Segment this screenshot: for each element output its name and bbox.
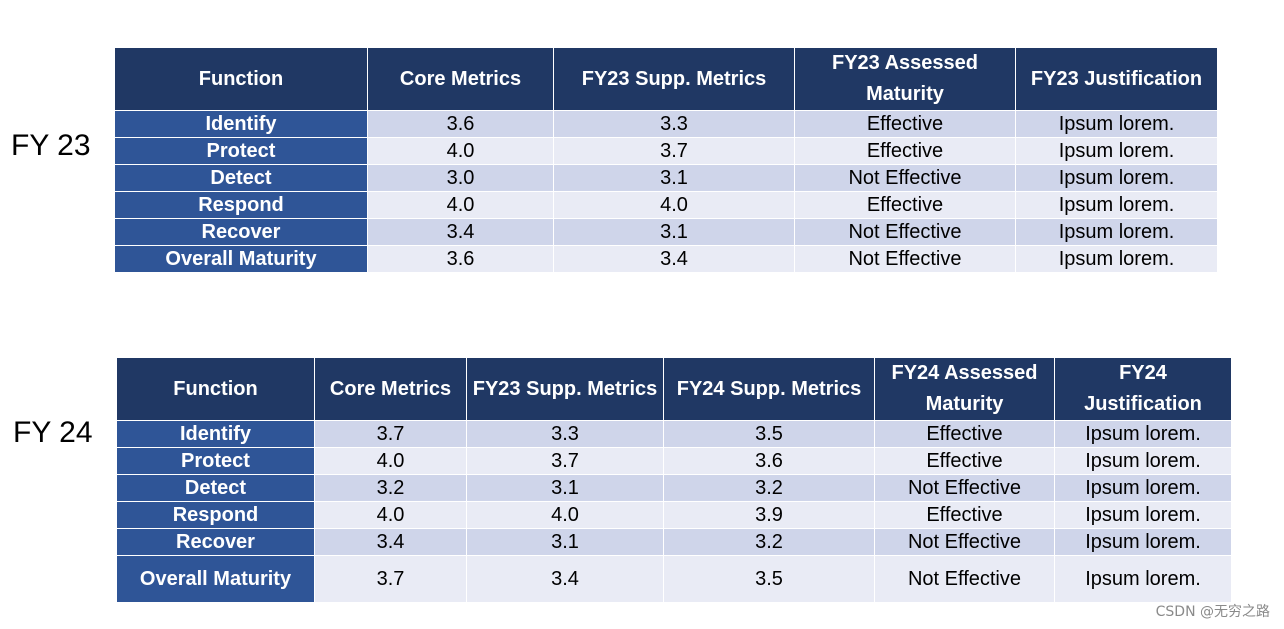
- table-row: Identify 3.7 3.3 3.5 Effective Ipsum lor…: [116, 420, 1232, 448]
- core-metrics-cell: 3.4: [314, 528, 467, 556]
- table-row: Identify 3.6 3.3 Effective Ipsum lorem.: [114, 110, 1218, 138]
- fy23-supp-metrics-cell: 4.0: [466, 501, 664, 529]
- justification-cell: Ipsum lorem.: [1054, 420, 1232, 448]
- function-cell: Identify: [114, 110, 368, 138]
- function-cell: Recover: [116, 528, 315, 556]
- fy24-header-assessed-maturity: FY24 Assessed Maturity: [874, 357, 1055, 421]
- fy23-supp-metrics-cell: 3.1: [466, 528, 664, 556]
- assessed-maturity-cell: Not Effective: [794, 164, 1016, 192]
- fy23-table: Function Core Metrics FY23 Supp. Metrics…: [114, 47, 1218, 273]
- justification-cell: Ipsum lorem.: [1054, 474, 1232, 502]
- fy23-supp-metrics-cell: 4.0: [553, 191, 795, 219]
- table-row: Detect 3.2 3.1 3.2 Not Effective Ipsum l…: [116, 474, 1232, 502]
- fy23-header-justification: FY23 Justification: [1015, 47, 1218, 111]
- fy23-supp-metrics-cell: 3.4: [553, 245, 795, 273]
- core-metrics-cell: 4.0: [367, 191, 554, 219]
- function-cell: Protect: [114, 137, 368, 165]
- core-metrics-cell: 4.0: [314, 447, 467, 475]
- table-row: Overall Maturity 3.7 3.4 3.5 Not Effecti…: [116, 555, 1232, 603]
- fy24-supp-metrics-cell: 3.2: [663, 528, 875, 556]
- assessed-maturity-cell: Effective: [874, 420, 1055, 448]
- core-metrics-cell: 3.7: [314, 420, 467, 448]
- fy24-supp-metrics-cell: 3.2: [663, 474, 875, 502]
- justification-cell: Ipsum lorem.: [1054, 447, 1232, 475]
- table-row: Recover 3.4 3.1 Not Effective Ipsum lore…: [114, 218, 1218, 246]
- fy23-header-core-metrics: Core Metrics: [367, 47, 554, 111]
- assessed-maturity-cell: Not Effective: [794, 245, 1016, 273]
- fy24-header-core-metrics: Core Metrics: [314, 357, 467, 421]
- assessed-maturity-cell: Effective: [874, 501, 1055, 529]
- function-cell: Respond: [114, 191, 368, 219]
- justification-cell: Ipsum lorem.: [1054, 501, 1232, 529]
- fy23-supp-metrics-cell: 3.1: [466, 474, 664, 502]
- function-cell: Protect: [116, 447, 315, 475]
- fy24-header-function: Function: [116, 357, 315, 421]
- core-metrics-cell: 3.0: [367, 164, 554, 192]
- table-row: Respond 4.0 4.0 Effective Ipsum lorem.: [114, 191, 1218, 219]
- justification-cell: Ipsum lorem.: [1015, 218, 1218, 246]
- fy23-header-assessed-maturity: FY23 Assessed Maturity: [794, 47, 1016, 111]
- justification-cell: Ipsum lorem.: [1054, 555, 1232, 603]
- core-metrics-cell: 3.6: [367, 245, 554, 273]
- fy23-supp-metrics-cell: 3.1: [553, 218, 795, 246]
- fy23-header-fy23-supp-metrics: FY23 Supp. Metrics: [553, 47, 795, 111]
- table-row: Detect 3.0 3.1 Not Effective Ipsum lorem…: [114, 164, 1218, 192]
- justification-cell: Ipsum lorem.: [1015, 110, 1218, 138]
- function-cell: Detect: [116, 474, 315, 502]
- fy23-supp-metrics-cell: 3.4: [466, 555, 664, 603]
- table-row: Protect 4.0 3.7 Effective Ipsum lorem.: [114, 137, 1218, 165]
- assessed-maturity-cell: Effective: [794, 137, 1016, 165]
- assessed-maturity-cell: Not Effective: [874, 555, 1055, 603]
- table-row: Overall Maturity 3.6 3.4 Not Effective I…: [114, 245, 1218, 273]
- assessed-maturity-cell: Effective: [794, 110, 1016, 138]
- fy23-supp-metrics-cell: 3.7: [466, 447, 664, 475]
- fy24-supp-metrics-cell: 3.5: [663, 555, 875, 603]
- function-cell: Overall Maturity: [116, 555, 315, 603]
- function-cell: Detect: [114, 164, 368, 192]
- fy23-supp-metrics-cell: 3.1: [553, 164, 795, 192]
- fy24-header-fy23-supp-metrics: FY23 Supp. Metrics: [466, 357, 664, 421]
- fy23-header-row: Function Core Metrics FY23 Supp. Metrics…: [114, 47, 1218, 111]
- fy23-label: FY 23: [11, 129, 91, 162]
- core-metrics-cell: 4.0: [314, 501, 467, 529]
- assessed-maturity-cell: Effective: [794, 191, 1016, 219]
- function-cell: Recover: [114, 218, 368, 246]
- function-cell: Identify: [116, 420, 315, 448]
- fy24-supp-metrics-cell: 3.6: [663, 447, 875, 475]
- assessed-maturity-cell: Effective: [874, 447, 1055, 475]
- assessed-maturity-cell: Not Effective: [874, 528, 1055, 556]
- justification-cell: Ipsum lorem.: [1015, 245, 1218, 273]
- fy23-supp-metrics-cell: 3.3: [553, 110, 795, 138]
- fy24-supp-metrics-cell: 3.9: [663, 501, 875, 529]
- fy24-table: Function Core Metrics FY23 Supp. Metrics…: [116, 357, 1232, 603]
- table-row: Recover 3.4 3.1 3.2 Not Effective Ipsum …: [116, 528, 1232, 556]
- fy23-header-function: Function: [114, 47, 368, 111]
- fy24-header-row: Function Core Metrics FY23 Supp. Metrics…: [116, 357, 1232, 421]
- fy23-supp-metrics-cell: 3.3: [466, 420, 664, 448]
- justification-cell: Ipsum lorem.: [1054, 528, 1232, 556]
- core-metrics-cell: 3.4: [367, 218, 554, 246]
- assessed-maturity-cell: Not Effective: [794, 218, 1016, 246]
- table-row: Respond 4.0 4.0 3.9 Effective Ipsum lore…: [116, 501, 1232, 529]
- table-row: Protect 4.0 3.7 3.6 Effective Ipsum lore…: [116, 447, 1232, 475]
- function-cell: Overall Maturity: [114, 245, 368, 273]
- core-metrics-cell: 3.6: [367, 110, 554, 138]
- justification-cell: Ipsum lorem.: [1015, 191, 1218, 219]
- fy23-supp-metrics-cell: 3.7: [553, 137, 795, 165]
- justification-cell: Ipsum lorem.: [1015, 137, 1218, 165]
- core-metrics-cell: 3.7: [314, 555, 467, 603]
- fy24-header-justification: FY24 Justification: [1054, 357, 1232, 421]
- core-metrics-cell: 3.2: [314, 474, 467, 502]
- function-cell: Respond: [116, 501, 315, 529]
- assessed-maturity-cell: Not Effective: [874, 474, 1055, 502]
- justification-cell: Ipsum lorem.: [1015, 164, 1218, 192]
- fy24-header-fy24-supp-metrics: FY24 Supp. Metrics: [663, 357, 875, 421]
- fy24-supp-metrics-cell: 3.5: [663, 420, 875, 448]
- watermark: CSDN @无穷之路: [1155, 604, 1270, 620]
- fy24-label: FY 24: [13, 416, 93, 449]
- core-metrics-cell: 4.0: [367, 137, 554, 165]
